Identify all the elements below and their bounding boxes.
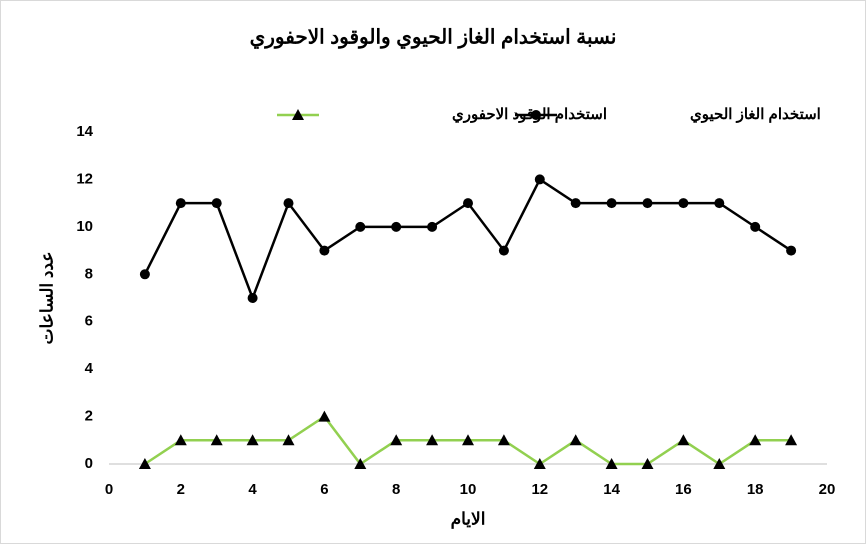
marker: [175, 198, 186, 209]
y-tick-label: 10: [76, 218, 93, 235]
y-tick-label: 12: [76, 170, 93, 187]
marker: [785, 434, 798, 446]
marker: [462, 434, 474, 446]
marker: [678, 198, 689, 209]
marker: [246, 434, 259, 446]
marker: [427, 221, 438, 232]
x-tick-label: 18: [747, 481, 764, 498]
x-tick-label: 20: [819, 481, 836, 498]
marker: [292, 109, 304, 120]
marker: [713, 458, 726, 469]
marker: [426, 434, 439, 446]
marker: [569, 434, 582, 446]
y-tick-label: 0: [85, 455, 93, 472]
marker: [750, 221, 761, 232]
x-tick-label: 16: [675, 481, 692, 498]
marker: [354, 458, 367, 469]
marker: [786, 245, 797, 256]
marker: [139, 269, 150, 280]
marker: [318, 410, 331, 422]
marker: [319, 245, 330, 256]
marker: [390, 434, 403, 446]
marker: [391, 221, 402, 232]
x-tick-label: 10: [460, 481, 477, 498]
marker: [714, 198, 725, 209]
y-tick-label: 6: [85, 313, 93, 330]
marker: [355, 221, 366, 232]
marker: [463, 198, 473, 209]
legend-label: استخدام الغاز الحيوي: [690, 106, 821, 124]
x-tick-label: 14: [603, 481, 620, 498]
x-tick-label: 2: [177, 481, 185, 498]
marker: [497, 434, 510, 446]
x-axis-title: الايام: [451, 509, 486, 529]
marker: [283, 198, 294, 209]
marker: [642, 198, 653, 209]
marker: [533, 458, 546, 469]
marker: [247, 293, 258, 303]
y-tick-label: 14: [76, 123, 93, 140]
y-tick-label: 2: [85, 408, 93, 425]
x-tick-label: 8: [392, 481, 400, 498]
x-tick-label: 6: [320, 481, 328, 498]
legend-label: استخدام الوقود الاحفوري: [452, 106, 607, 124]
marker: [498, 245, 509, 256]
marker: [641, 458, 654, 469]
x-tick-label: 0: [105, 481, 113, 498]
chart-title: نسبة استخدام الغاز الحيوي والوقود الاحفو…: [250, 26, 617, 49]
marker: [210, 434, 223, 446]
marker: [282, 434, 295, 446]
marker: [534, 174, 545, 185]
x-tick-label: 12: [531, 481, 548, 498]
marker: [174, 434, 187, 446]
marker: [570, 198, 581, 209]
marker: [605, 458, 618, 469]
marker: [749, 434, 762, 446]
y-tick-label: 8: [85, 265, 93, 282]
x-tick-label: 4: [248, 481, 257, 498]
marker: [211, 198, 222, 209]
marker: [606, 198, 617, 209]
marker: [677, 434, 690, 446]
y-tick-label: 4: [85, 360, 94, 377]
y-axis-title: عدد الساعات: [37, 252, 56, 345]
marker: [531, 110, 541, 120]
marker: [138, 458, 151, 469]
